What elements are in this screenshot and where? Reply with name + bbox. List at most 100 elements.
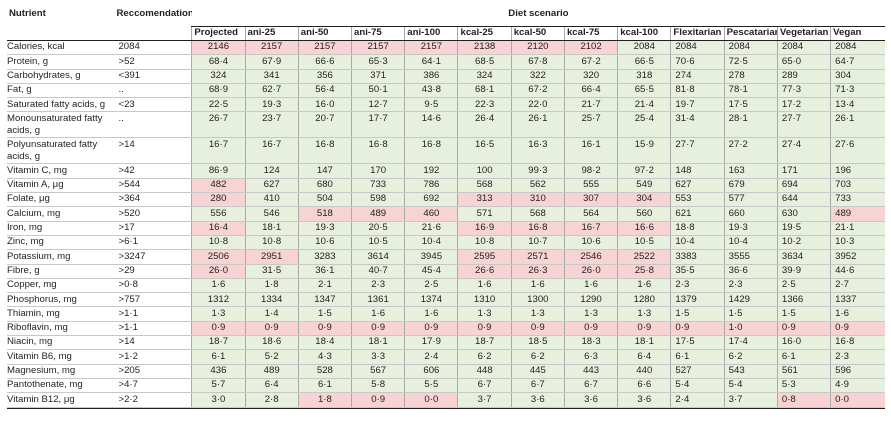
table-row: Iron, mg >17 16·4 18·1 19·3 20·5 21·6 16·9 16·8 1… — [7, 221, 885, 236]
scenario-value: 21·4 — [617, 97, 671, 113]
scenario-value: 31·5 — [244, 264, 299, 279]
scenario-value: 562 — [510, 178, 565, 194]
table-row: Riboflavin, mg >1·1 0·9 0·9 0·9 0·9 0·9 0·9 0·9 0… — [7, 321, 885, 337]
scenario-value: 6·2 — [510, 349, 565, 365]
scenario-value: 16·4 — [191, 221, 246, 236]
scenario-value: 17·9 — [404, 335, 458, 351]
table-row: Potassium, mg >3247 2506 2951 3283 3614 3945 25… — [7, 249, 885, 265]
scenario-value: 65·3 — [351, 54, 405, 70]
scenario-value: 67·2 — [563, 54, 618, 70]
scenario-value: 10·8 — [244, 235, 299, 251]
scenario-value: 324 — [457, 69, 512, 84]
scenario-value: 1·8 — [244, 278, 299, 294]
scenario-value: 660 — [723, 206, 778, 222]
scenario-value: 22·3 — [457, 97, 512, 113]
scenario-value: 1280 — [617, 292, 671, 308]
scenario-value: 1379 — [670, 292, 725, 308]
table-row: Calories, kcal 2084 2146 2157 2157 2157 2157 21… — [7, 40, 885, 56]
nutrient-name: Magnesium, mg — [7, 364, 115, 379]
table-row: Protein, g >52 68·4 67·9 66·6 65·3 64·1 68·5 67·… — [7, 54, 885, 70]
table-row: Carbohydrates, g <391 324 341 356 371 386 324 32… — [7, 69, 885, 84]
scenario-value: 2157 — [351, 40, 405, 56]
table-row: Fat, g.. 68·9 62·7 56·4 50·1 43·8 68·1 67·2 66·4… — [7, 83, 885, 99]
scenario-value: 16·3 — [510, 137, 565, 165]
scenario-value: 26·0 — [563, 264, 618, 279]
scenario-value: 546 — [244, 206, 299, 222]
scenario-value: 1·5 — [297, 306, 352, 322]
scenario-value: 1·3 — [191, 306, 246, 322]
scenario-value: 567 — [351, 364, 405, 379]
scenario-value: 192 — [404, 163, 458, 179]
scenario-value: 15·9 — [617, 137, 671, 165]
scenario-value: 0·0 — [830, 392, 885, 408]
scenario-value: 50·1 — [351, 83, 405, 99]
table-row: Vitamin C, mg >42 86·9 124 147 170 192 100 99·3 9… — [7, 163, 885, 179]
scenario-value: 680 — [297, 178, 352, 194]
scenario-value: 5·4 — [670, 378, 725, 394]
scenario-value: 18·1 — [617, 335, 671, 351]
scenario-value: 304 — [617, 192, 671, 208]
scenario-value: 28·1 — [723, 111, 778, 139]
recommendation-value: >1·1 — [114, 306, 192, 322]
scenario-value: 0·9 — [617, 321, 671, 337]
scenario-value: 6·1 — [670, 349, 725, 365]
scenario-value: 320 — [563, 69, 618, 84]
scenario-value: 527 — [670, 364, 725, 379]
scenario-value: 23·7 — [244, 111, 299, 139]
scenario-value: 3·6 — [617, 392, 671, 408]
scenario-value: 2·3 — [723, 278, 778, 294]
scenario-value: 16·0 — [776, 335, 831, 351]
scenario-value: 1·6 — [351, 306, 405, 322]
scenario-value: 45·4 — [404, 264, 458, 279]
scenario-value: 16·8 — [830, 335, 885, 351]
scenario-value: 36·6 — [723, 264, 778, 279]
recommendation-value: >42 — [114, 163, 192, 179]
scenario-value: 6·2 — [457, 349, 512, 365]
table-row: Magnesium, mg >205 436 489 528 567 606 448 445 44… — [7, 364, 885, 379]
scenario-value: 4·3 — [297, 349, 352, 365]
scenario-value: 2951 — [244, 249, 299, 265]
nutrient-name: Fat, g — [7, 83, 115, 99]
scenario-value: 196 — [830, 163, 885, 179]
scenario-value: 2084 — [776, 40, 831, 56]
scenario-value: 25·4 — [617, 111, 671, 139]
scenario-value: 549 — [617, 178, 671, 194]
scenario-value: 679 — [723, 178, 778, 194]
scenario-value: 36·1 — [297, 264, 352, 279]
scenario-value: 3·6 — [563, 392, 618, 408]
scenario-value: 2·3 — [670, 278, 725, 294]
scenario-value: 16·5 — [457, 137, 512, 165]
scenario-value: 124 — [244, 163, 299, 179]
nutrient-name: Thiamin, mg — [7, 306, 115, 322]
scenario-value: 436 — [191, 364, 246, 379]
scenario-value: 2546 — [563, 249, 618, 265]
scenario-value: 1310 — [457, 292, 512, 308]
table-row: Vitamin B12, μg >2·2 3·0 2·8 1·8 0·9 0·0 3·7 3·6… — [7, 392, 885, 408]
scenario-value: 274 — [670, 69, 725, 84]
scenario-value: 703 — [830, 178, 885, 194]
scenario-value: 356 — [297, 69, 352, 84]
recommendation-value: >757 — [114, 292, 192, 308]
scenario-value: 3283 — [297, 249, 352, 265]
scenario-value: 0·0 — [404, 392, 458, 408]
scenario-value: 25·7 — [563, 111, 618, 139]
nutrient-name: Folate, μg — [7, 192, 115, 208]
scenario-value: 0·9 — [297, 321, 352, 337]
scenario-value: 3·7 — [457, 392, 512, 408]
scenario-value: 97·2 — [617, 163, 671, 179]
scenario-value: 20·5 — [351, 221, 405, 236]
scenario-value: 18·4 — [297, 335, 352, 351]
scenario-value: 2157 — [244, 40, 299, 56]
scenario-value: 21·6 — [404, 221, 458, 236]
scenario-value: 543 — [723, 364, 778, 379]
scenario-value: 26·4 — [457, 111, 512, 139]
scenario-value: 6·7 — [510, 378, 565, 394]
scenario-value: 64·1 — [404, 54, 458, 70]
scenario-value: 148 — [670, 163, 725, 179]
scenario-value: 40·7 — [351, 264, 405, 279]
scenario-value: 5·2 — [244, 349, 299, 365]
scenario-value: 1·6 — [563, 278, 618, 294]
scenario-value: 100 — [457, 163, 512, 179]
scenario-value: 568 — [510, 206, 565, 222]
